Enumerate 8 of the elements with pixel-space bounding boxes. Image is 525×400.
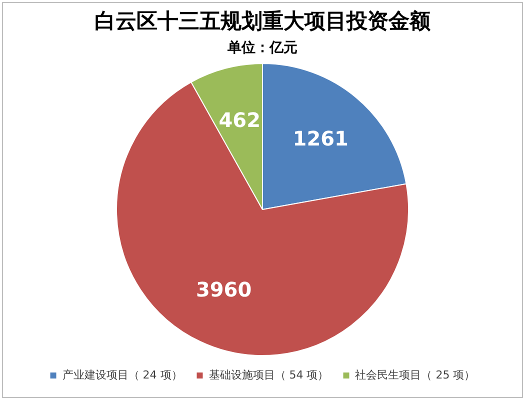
data-label: 1261: [292, 126, 348, 150]
legend-label: 社会民生项目（ 25 项）: [355, 368, 476, 382]
chart-title: 白云区十三五规划重大项目投资金额: [94, 8, 432, 35]
data-label: 462: [218, 108, 261, 132]
data-label: 3960: [196, 278, 252, 302]
legend-label: 基础设施项目（ 54 项）: [208, 368, 329, 382]
chart-subtitle: 单位：亿元: [226, 39, 298, 57]
legend-label: 产业建设项目（ 24 项）: [62, 368, 182, 382]
